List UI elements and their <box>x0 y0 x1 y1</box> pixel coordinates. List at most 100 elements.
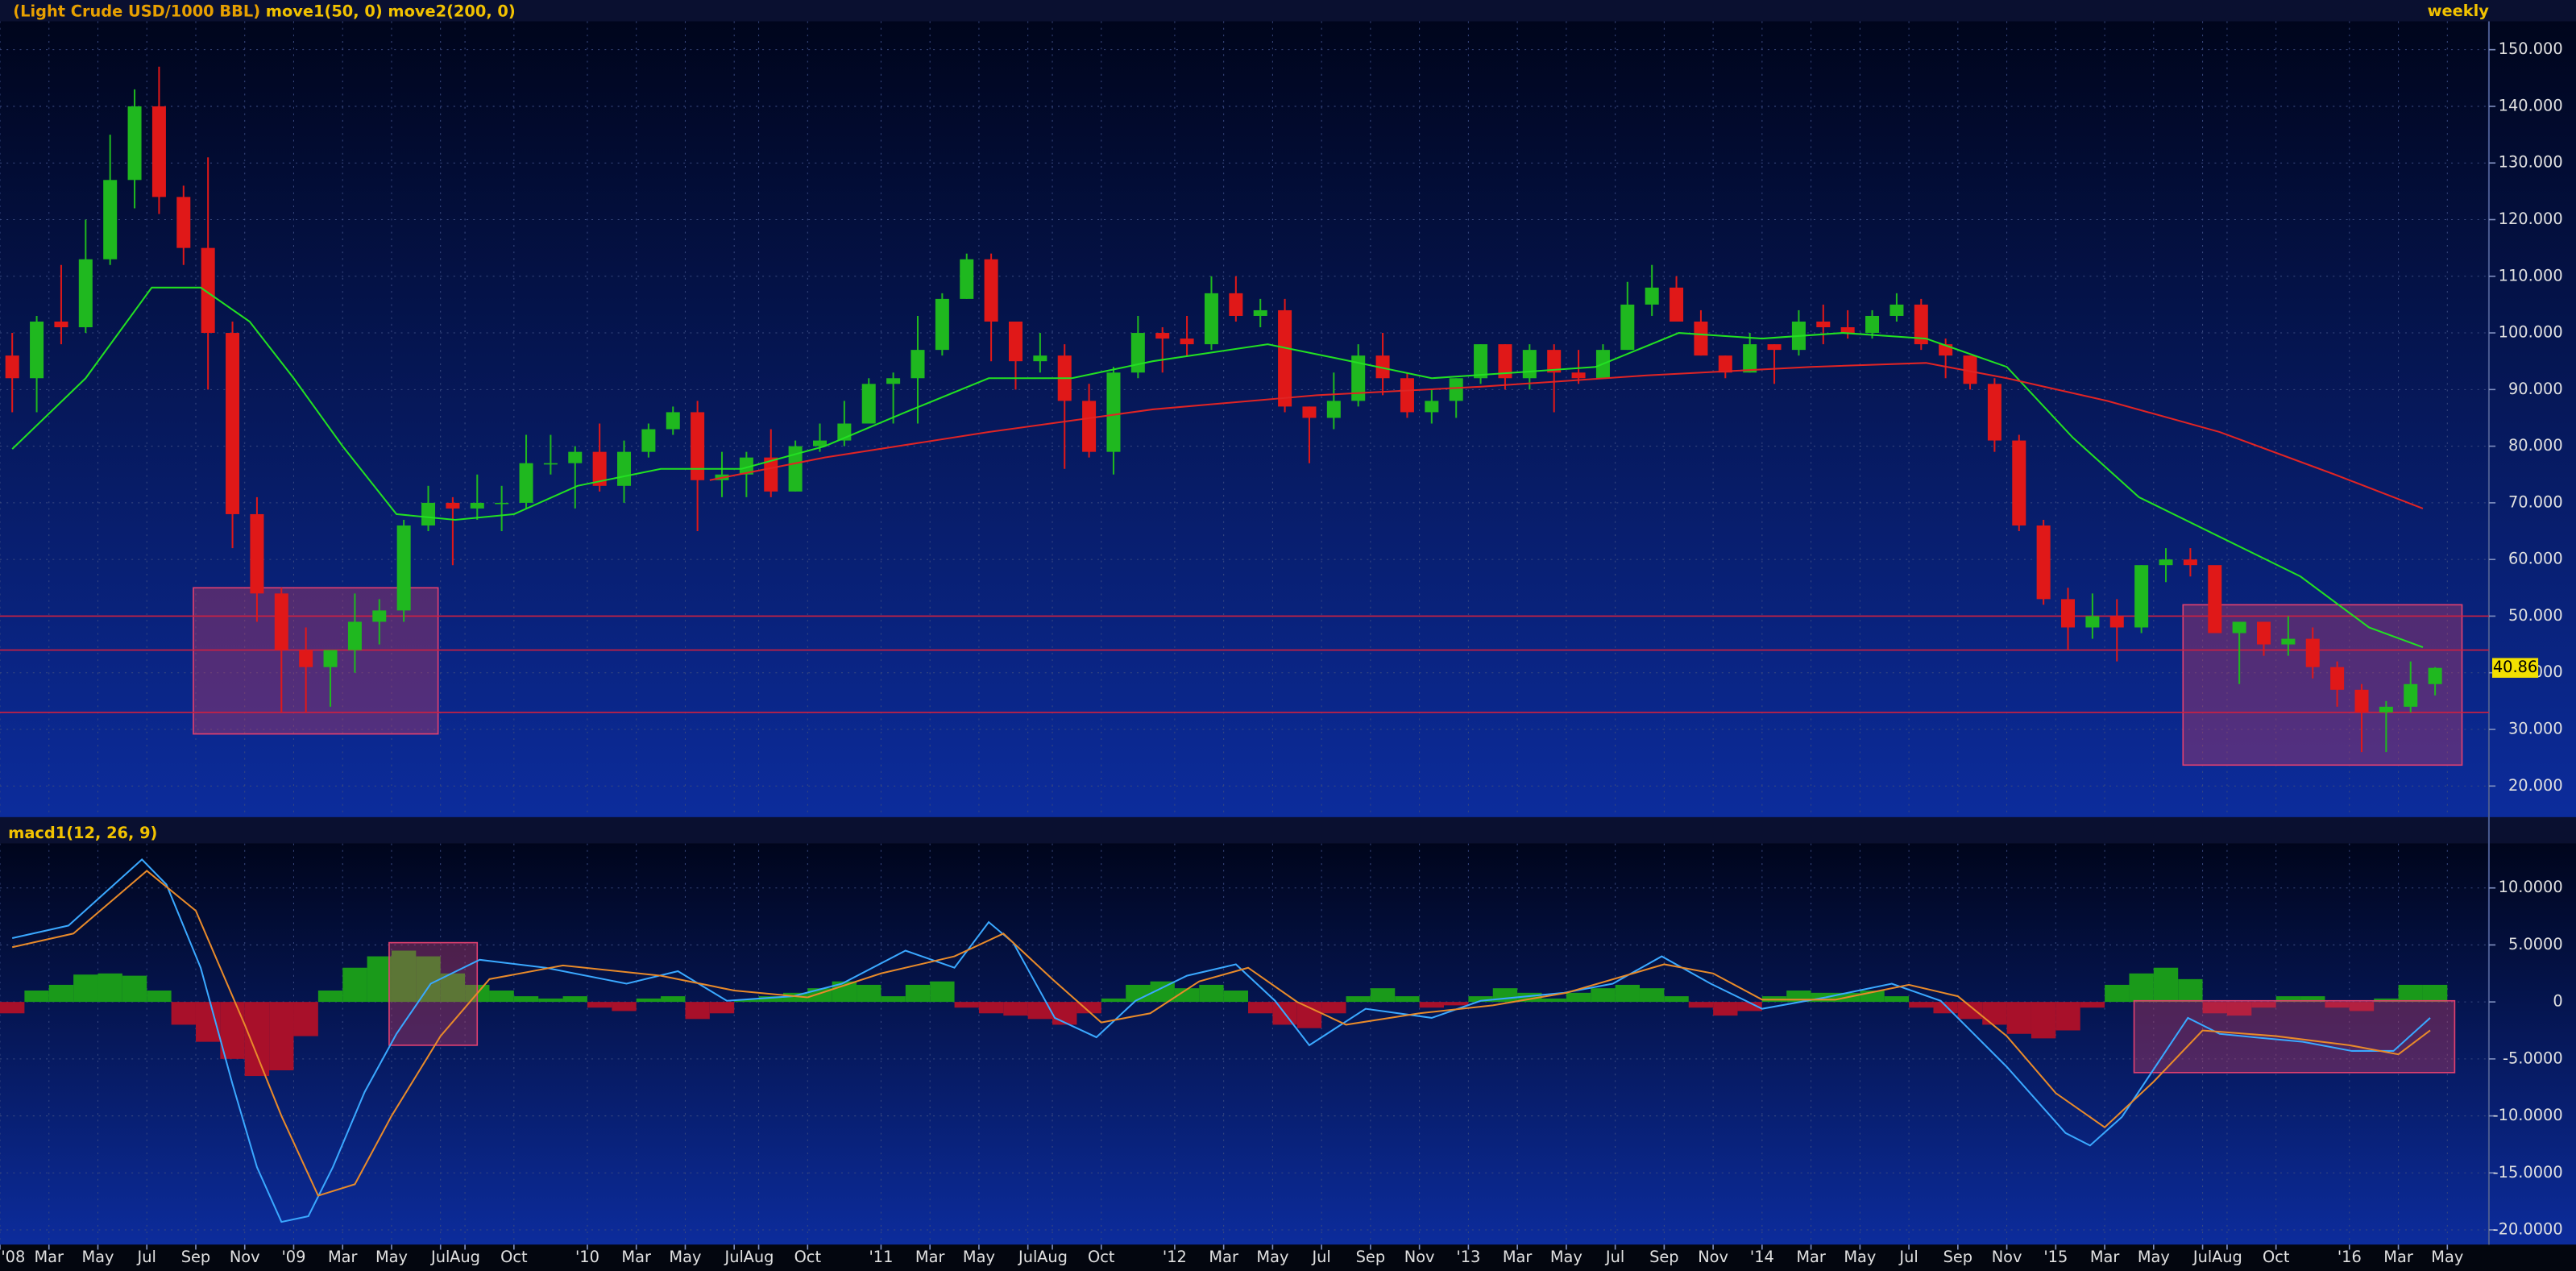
candle-body <box>396 525 411 611</box>
candle-body <box>1889 304 1904 316</box>
x-tick-label: '12 <box>1163 1248 1187 1266</box>
histogram-bar <box>1076 1002 1101 1014</box>
candle-body <box>1106 372 1121 452</box>
histogram-bar <box>1884 996 1910 1003</box>
x-tick-label: Nov <box>1698 1248 1728 1266</box>
candle-body <box>421 502 436 525</box>
histogram-bar <box>1003 1002 1028 1016</box>
candle-body <box>1253 309 1267 316</box>
histogram-bar <box>636 998 662 1003</box>
histogram-bar <box>978 1002 1004 1014</box>
x-tick-label: Aug <box>744 1248 774 1266</box>
x-tick-label: Mar <box>915 1248 945 1266</box>
histogram-bar <box>1052 1002 1077 1025</box>
x-tick-label: Jul <box>430 1248 450 1266</box>
histogram-bar <box>2349 1002 2375 1011</box>
histogram-bar <box>1909 1002 1934 1008</box>
x-tick-label: Mar <box>34 1248 64 1266</box>
histogram-bar <box>220 1002 245 1059</box>
x-tick-label: Mar <box>1209 1248 1238 1266</box>
candle-body <box>1571 372 1586 379</box>
histogram-bar <box>24 991 49 1003</box>
x-tick-label: Jul <box>1018 1248 1037 1266</box>
candle-body <box>764 457 778 492</box>
histogram-bar <box>1591 988 1616 1003</box>
histogram-bar <box>685 1002 710 1020</box>
histogram-bar <box>1468 996 1493 1003</box>
histogram-bar <box>1444 1002 1469 1006</box>
histogram-bar <box>1517 992 1542 1003</box>
y-tick-label: 70.000 <box>2508 492 2563 511</box>
line <box>11 286 2424 649</box>
histogram-bar <box>1027 1002 1053 1020</box>
histogram-bar <box>122 975 147 1003</box>
candle-body <box>446 502 460 509</box>
candle-body <box>2281 638 2296 645</box>
x-tick-label: Sep <box>1356 1248 1385 1266</box>
candle-body <box>861 384 876 424</box>
histogram-bar <box>587 1002 612 1008</box>
candle-body <box>1498 344 1512 379</box>
x-tick-label: Mar <box>2090 1248 2120 1266</box>
candle-body <box>299 650 313 667</box>
candle-body <box>1767 344 1782 351</box>
x-tick-label: Jul <box>1311 1248 1330 1266</box>
candle-body <box>323 650 338 667</box>
histogram-bar <box>0 1002 25 1014</box>
candle-body <box>1351 355 1366 401</box>
x-tick-label: Mar <box>2383 1248 2413 1266</box>
candle-body <box>5 355 19 379</box>
histogram-bar <box>881 996 906 1003</box>
candle-body <box>691 412 705 480</box>
candle-body <box>739 457 753 475</box>
candle-body <box>2085 616 2100 628</box>
candle-body <box>960 259 974 299</box>
header-strip <box>0 0 2576 22</box>
candle-body <box>543 463 558 465</box>
histogram-bar <box>2202 1002 2227 1014</box>
candle-body <box>1155 333 1170 339</box>
x-tick-label: '15 <box>2043 1248 2068 1266</box>
line <box>11 870 2431 1197</box>
candle-body <box>1326 401 1341 418</box>
histogram-bar <box>1982 1002 2007 1025</box>
candle-body <box>1865 315 1880 334</box>
x-tick-label: Mar <box>1796 1248 1826 1266</box>
histogram-bar <box>1248 1002 1273 1014</box>
histogram-bar <box>1688 1002 1714 1008</box>
histogram-bar <box>244 1002 270 1077</box>
candle-body <box>1645 287 1659 305</box>
histogram-bar <box>1321 1002 1346 1014</box>
candle-body <box>788 446 803 492</box>
histogram-bar <box>293 1002 318 1036</box>
histogram-bar <box>1933 1002 1958 1014</box>
histogram-bar <box>2129 973 2154 1003</box>
x-tick-label: Nov <box>230 1248 260 1266</box>
legend-entry: move1(50, 0) <box>266 2 383 20</box>
candle-body <box>641 429 656 452</box>
candle-body <box>2159 559 2173 566</box>
candle-body <box>1816 321 1831 328</box>
candle-body <box>568 451 583 463</box>
x-tick-label: May <box>2138 1248 2170 1266</box>
histogram-bar <box>513 996 539 1003</box>
histogram-bar <box>1370 988 1396 1003</box>
histogram-bar <box>1296 1002 1322 1028</box>
histogram-bar <box>1713 1002 1738 1016</box>
histogram-bar <box>709 1002 735 1014</box>
candle-body <box>2208 565 2222 633</box>
highlight-box <box>2133 999 2456 1074</box>
separator-strip <box>0 816 2576 844</box>
candle-body <box>1840 327 1855 334</box>
candle-body <box>617 451 632 486</box>
y-tick-label: 120.000 <box>2499 210 2563 228</box>
y-tick-label: 130.000 <box>2499 153 2563 172</box>
y-tick-label: 10.0000 <box>2499 878 2563 896</box>
candle-body <box>1914 304 1928 345</box>
x-tick-label: May <box>81 1248 114 1266</box>
candle-body <box>372 610 387 622</box>
histogram-bar <box>2153 967 2179 1003</box>
histogram-bar <box>562 996 587 1003</box>
y-tick-label: -10.0000 <box>2493 1106 2563 1124</box>
